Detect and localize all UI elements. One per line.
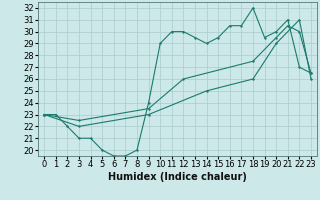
- X-axis label: Humidex (Indice chaleur): Humidex (Indice chaleur): [108, 172, 247, 182]
